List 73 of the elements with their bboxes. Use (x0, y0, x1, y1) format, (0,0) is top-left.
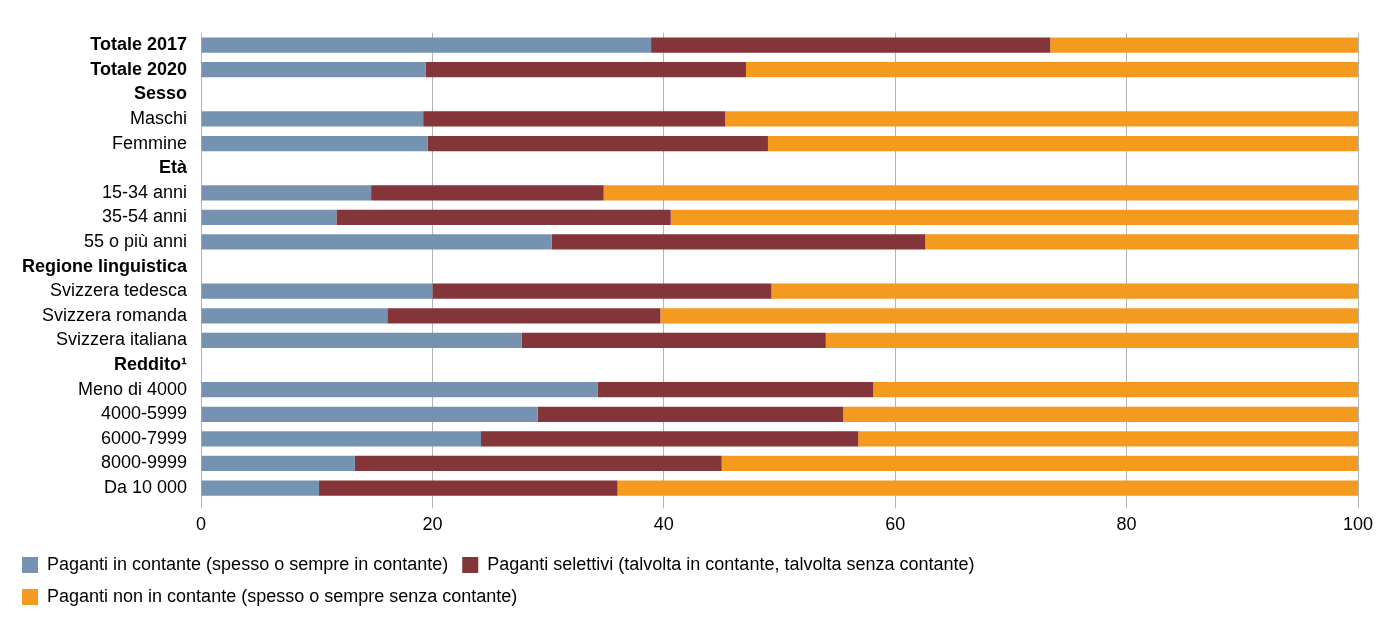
legend-label: Paganti non in contante (spesso o sempre senza contante) (47, 585, 518, 606)
bar (201, 431, 482, 447)
bar (201, 406, 538, 422)
bar (551, 234, 926, 250)
bar (201, 283, 433, 299)
bar (336, 209, 671, 226)
y-tick-label: 15-34 anni (101, 181, 188, 202)
bar (319, 480, 618, 496)
bar (873, 382, 1358, 398)
bar (771, 283, 1358, 299)
bar (201, 332, 522, 349)
bar (603, 185, 1358, 201)
x-tick-label: 40 (653, 514, 674, 535)
bar (201, 185, 372, 201)
bar (427, 135, 768, 152)
bar (371, 185, 604, 201)
bar (670, 209, 1358, 226)
bar (201, 209, 337, 226)
bar (201, 382, 598, 398)
y-tick-label: 55 o più anni (83, 230, 188, 251)
y-tick-label: 4000-5999 (100, 403, 188, 424)
bar (481, 431, 859, 447)
y-tick-label: Reddito¹ (114, 354, 188, 375)
y-tick-label: Sesso (133, 83, 188, 104)
legend-label: Paganti selettivi (talvolta in contante, talvolta senza contante) (487, 553, 975, 574)
bar (201, 135, 428, 152)
bar (201, 480, 320, 496)
bar (354, 455, 722, 472)
y-tick-label: Totale 2017 (90, 34, 188, 55)
bar (597, 382, 874, 398)
y-tick-label: Femmine (112, 132, 188, 153)
bar (201, 111, 424, 127)
bar (537, 406, 844, 422)
y-tick-label: Svizzera italiana (55, 329, 189, 350)
bar (745, 62, 1358, 78)
y-tick-label: 8000-9999 (100, 452, 188, 473)
y-tick-label: Totale 2020 (90, 58, 188, 79)
bar (843, 406, 1358, 422)
x-tick-label: 0 (196, 514, 207, 535)
bar (201, 308, 388, 324)
bar (725, 111, 1358, 127)
bar (432, 283, 772, 299)
y-tick-label: Svizzera romanda (41, 304, 188, 325)
y-tick-label: Meno di 4000 (77, 378, 188, 399)
bar (660, 308, 1358, 324)
bar (201, 62, 426, 78)
y-tick-label: Maschi (130, 107, 188, 128)
y-tick-label: Età (159, 157, 189, 178)
bar (521, 332, 826, 349)
bar (858, 431, 1358, 447)
bar (201, 455, 355, 472)
bar (1050, 37, 1358, 53)
x-tick-label: 80 (1116, 514, 1137, 535)
bar (201, 234, 552, 250)
y-tick-label: Regione linguistica (21, 255, 188, 276)
bar (767, 135, 1358, 152)
y-tick-label: Svizzera tedesca (49, 280, 188, 301)
bar (721, 455, 1358, 472)
bar (387, 308, 661, 324)
bar (925, 234, 1358, 250)
bar (423, 111, 726, 127)
y-tick-label: 35-54 anni (101, 206, 188, 227)
y-tick-label: Da 10 000 (103, 477, 188, 498)
bar (651, 37, 1051, 53)
y-tick-label: 6000-7999 (100, 427, 188, 448)
bar (825, 332, 1358, 349)
x-tick-label: 20 (422, 514, 443, 535)
bar (201, 37, 652, 53)
legend-label: Paganti in contante (spesso o sempre in contante) (47, 553, 449, 574)
bar (425, 62, 746, 78)
bar (617, 480, 1358, 496)
x-tick-label: 100 (1342, 514, 1374, 535)
x-tick-label: 60 (885, 514, 906, 535)
